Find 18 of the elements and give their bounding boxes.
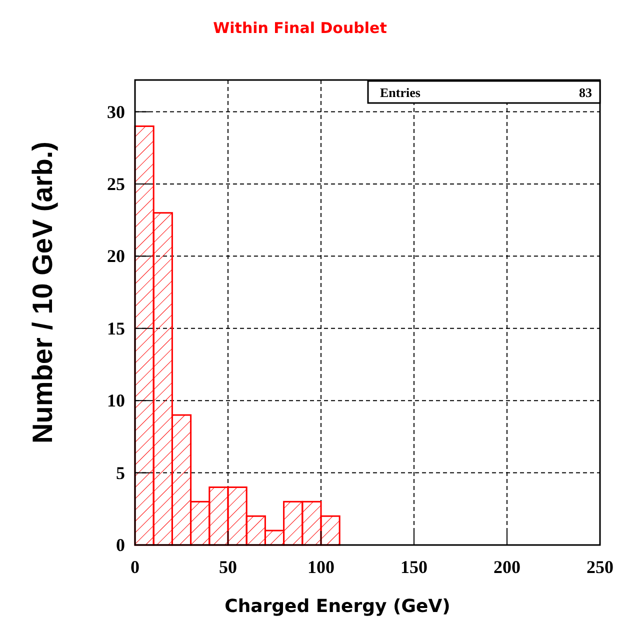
- y-tick-label: 0: [116, 535, 125, 555]
- x-tick-label: 250: [586, 557, 614, 577]
- y-tick-label: 15: [107, 318, 125, 338]
- y-tick-label: 20: [107, 246, 125, 266]
- x-tick-label: 100: [308, 557, 334, 577]
- y-tick-label: 5: [116, 462, 125, 483]
- x-tick-label: 200: [494, 557, 520, 577]
- y-tick-label: 25: [107, 174, 125, 194]
- y-axis-title: Number / 10 GeV (arb.): [27, 142, 58, 444]
- x-tick-label: 0: [130, 557, 140, 577]
- annotation: Entries: [380, 85, 420, 100]
- x-tick-label: 50: [219, 557, 237, 577]
- x-axis-title: Charged Energy (GeV): [224, 596, 450, 617]
- x-tick-label: 150: [400, 557, 428, 577]
- annotation: 83: [579, 85, 592, 100]
- y-tick-label: 10: [107, 390, 125, 411]
- y-tick-label: 30: [107, 102, 125, 122]
- chart-title: Within Final Doublet: [213, 19, 387, 37]
